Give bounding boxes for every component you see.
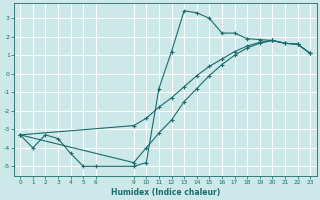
X-axis label: Humidex (Indice chaleur): Humidex (Indice chaleur) (111, 188, 220, 197)
